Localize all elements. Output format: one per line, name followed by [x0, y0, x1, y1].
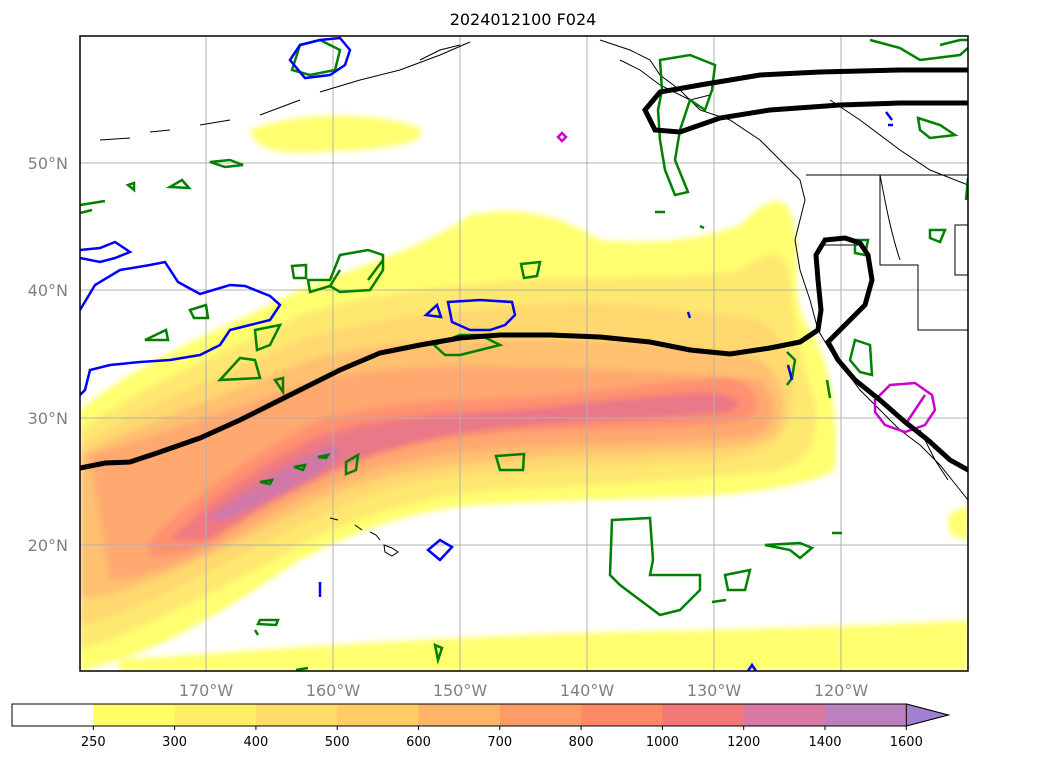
lat-label-20n: 20°N — [28, 536, 68, 555]
green-contours — [80, 38, 968, 671]
colorbar-tick-label: 1000 — [646, 735, 679, 750]
colorbar-extend-arrow — [905, 703, 951, 727]
colorbar-box — [12, 704, 94, 726]
colorbar-box — [499, 704, 582, 726]
colorbar-tick-label: 700 — [487, 735, 512, 750]
map-title: 2024012100 F024 — [450, 10, 597, 29]
colorbar-ticks: 250 300 400 500 600 700 800 1000 1200 1400 1600 — [81, 726, 923, 750]
thick-black-contours — [80, 67, 968, 473]
lat-label-30n: 30°N — [28, 409, 68, 428]
colorbar-tick-label: 1200 — [727, 735, 760, 750]
lat-label-50n: 50°N — [28, 154, 68, 173]
lat-labels: 50°N 40°N 30°N 20°N — [28, 154, 68, 555]
colorbar-tick-label: 800 — [569, 735, 594, 750]
colorbar-tick-label: 1400 — [808, 735, 841, 750]
colorbar-tick-label: 250 — [81, 735, 106, 750]
colorbar-box — [174, 704, 257, 726]
lon-label-120w: 120°W — [814, 681, 869, 700]
map-area — [80, 36, 968, 671]
lon-label-130w: 130°W — [687, 681, 742, 700]
lon-label-170w: 170°W — [179, 681, 234, 700]
lon-label-160w: 160°W — [306, 681, 361, 700]
colorbar-box — [662, 704, 745, 726]
colorbar-box — [825, 704, 907, 726]
colorbar-tick-label: 1600 — [890, 735, 923, 750]
lon-labels: 170°W 160°W 150°W 140°W 130°W 120°W — [179, 681, 869, 700]
colorbar-box — [255, 704, 338, 726]
colorbar-box — [93, 704, 176, 726]
colorbar-box — [337, 704, 419, 726]
blue-contours — [80, 36, 893, 671]
magenta-contours — [556, 131, 937, 434]
colorbar-tick-label: 600 — [406, 735, 431, 750]
lon-label-140w: 140°W — [560, 681, 615, 700]
lon-label-150w: 150°W — [433, 681, 488, 700]
colorbar-boxes — [11, 703, 951, 727]
colorbar-box — [418, 704, 501, 726]
lat-label-40n: 40°N — [28, 281, 68, 300]
colorbar-tick-label: 400 — [243, 735, 268, 750]
colorbar: 250 300 400 500 600 700 800 1000 1200 1400 1600 — [11, 703, 951, 750]
colorbar-tick-label: 300 — [162, 735, 187, 750]
map-frame — [79, 35, 969, 672]
colorbar-tick-label: 500 — [325, 735, 350, 750]
colorbar-box — [743, 704, 826, 726]
colorbar-box — [581, 704, 663, 726]
filled-contours — [80, 115, 968, 671]
